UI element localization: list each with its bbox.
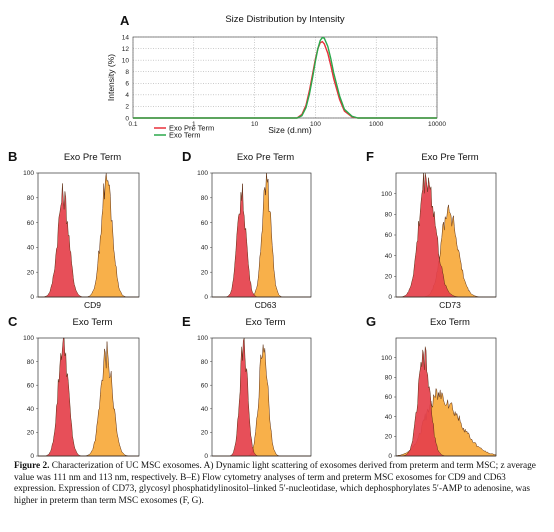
panel-label-g: G	[366, 314, 376, 329]
caption-label: Figure 2.	[14, 461, 50, 471]
y-tick-label-f: 60	[385, 232, 393, 239]
plot-frame-e	[211, 337, 312, 457]
y-tick-label-e: 0	[204, 453, 208, 460]
y-tick-label-a: 10	[122, 57, 130, 64]
x-tick-label-a: 100	[310, 121, 321, 128]
y-tick-label-b: 60	[27, 220, 35, 227]
panel-title-b: Exo Pre Term	[64, 152, 121, 163]
y-tick-label-d: 0	[204, 294, 208, 301]
plot-frame-g	[395, 337, 497, 457]
y-tick-label-a: 14	[122, 34, 130, 41]
histogram-control-c	[38, 337, 139, 457]
x-tick-label-a: 1	[192, 121, 196, 128]
y-tick-label-g: 60	[385, 394, 393, 401]
x-axis-label-b: CD9	[84, 300, 101, 310]
series-line-exo-term	[133, 36, 437, 119]
y-tick-label-g: 20	[385, 434, 393, 441]
x-axis-label-g: CD73	[439, 459, 461, 460]
histogram-control-b	[38, 183, 139, 298]
y-axis-label-a: Intensity (%)	[106, 54, 116, 101]
y-tick-label-a: 6	[125, 81, 129, 88]
x-tick-label-a: 0.1	[128, 121, 137, 128]
y-tick-label-e: 60	[201, 382, 209, 389]
y-tick-label-f: 0	[388, 294, 392, 301]
plot-frame-b	[37, 172, 140, 298]
y-tick-label-f: 40	[385, 253, 393, 260]
legend-entry: Exo Pre Term	[169, 124, 214, 133]
panel-title-d: Exo Pre Term	[237, 152, 294, 163]
panel-label-b: B	[8, 149, 17, 164]
histogram-positive-d	[212, 172, 311, 298]
x-axis-label-c: CD9	[84, 459, 101, 460]
y-tick-label-e: 40	[201, 406, 209, 413]
y-tick-label-f: 20	[385, 274, 393, 281]
y-tick-label-a: 0	[125, 115, 129, 122]
y-tick-label-e: 20	[201, 430, 209, 437]
panel-title-e: Exo Term	[246, 317, 286, 328]
y-tick-label-b: 100	[23, 170, 34, 177]
plot-frame-d	[211, 172, 312, 298]
y-tick-label-c: 60	[27, 382, 35, 389]
y-tick-label-e: 80	[201, 359, 209, 366]
panel-label-f: F	[366, 149, 374, 164]
legend-entry: Exo Term	[169, 131, 201, 140]
x-axis-label-f: CD73	[439, 300, 461, 310]
y-tick-label-c: 100	[23, 335, 34, 342]
panel-label-a: A	[120, 13, 130, 28]
panel-title-f: Exo Pre Term	[421, 152, 478, 163]
y-tick-label-d: 40	[201, 245, 209, 252]
y-tick-label-g: 40	[385, 414, 393, 421]
panel-label-d: D	[182, 149, 191, 164]
y-tick-label-a: 8	[125, 69, 129, 76]
y-tick-label-g: 0	[388, 453, 392, 460]
x-tick-label-a: 10	[251, 121, 259, 128]
y-tick-label-f: 80	[385, 212, 393, 219]
figure-caption: Figure 2. Characterization of UC MSC exo…	[14, 461, 540, 507]
y-tick-label-b: 20	[27, 269, 35, 276]
y-tick-label-e: 100	[197, 335, 208, 342]
x-axis-label-d: CD63	[255, 300, 277, 310]
histogram-positive-e	[212, 344, 311, 457]
y-tick-label-a: 4	[125, 92, 129, 99]
x-axis-label-a: Size (d.nm)	[268, 125, 312, 135]
x-tick-label-a: 10000	[428, 121, 446, 128]
y-tick-label-a: 2	[125, 104, 129, 111]
y-tick-label-g: 80	[385, 375, 393, 382]
y-tick-label-d: 20	[201, 269, 209, 276]
y-tick-label-a: 12	[122, 46, 130, 53]
y-tick-label-b: 0	[30, 294, 34, 301]
y-tick-label-c: 0	[30, 453, 34, 460]
y-tick-label-f: 100	[381, 191, 392, 198]
y-tick-label-d: 60	[201, 220, 209, 227]
panel-title-g: Exo Term	[430, 317, 470, 328]
y-tick-label-c: 80	[27, 359, 35, 366]
y-tick-label-d: 100	[197, 170, 208, 177]
panel-label-c: C	[8, 314, 18, 329]
figure-canvas: A Size Distribution by Intensity024681012…	[8, 13, 497, 460]
chart-title-a: Size Distribution by Intensity	[225, 14, 345, 25]
y-tick-label-c: 40	[27, 406, 35, 413]
panel-title-c: Exo Term	[73, 317, 113, 328]
plot-frame-c	[37, 337, 140, 457]
x-tick-label-a: 1000	[369, 121, 384, 128]
x-axis-label-e: CD63	[255, 459, 277, 460]
y-tick-label-d: 80	[201, 195, 209, 202]
y-tick-label-g: 100	[381, 355, 392, 362]
histogram-positive-f	[396, 204, 496, 298]
histogram-positive-c	[38, 341, 139, 457]
plot-frame-f	[395, 172, 497, 298]
plot-frame-a	[132, 36, 438, 119]
y-tick-label-c: 20	[27, 430, 35, 437]
caption-text: Characterization of UC MSC exosomes. A) …	[14, 461, 536, 506]
panel-label-e: E	[182, 314, 191, 329]
y-tick-label-b: 40	[27, 245, 35, 252]
y-tick-label-b: 80	[27, 195, 35, 202]
